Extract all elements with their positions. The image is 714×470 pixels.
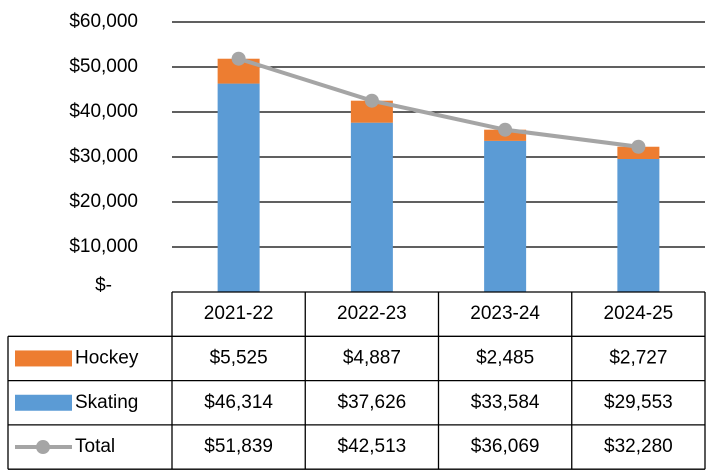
x-tick-label: 2024-25	[604, 303, 674, 324]
table-value: $32,280	[604, 436, 673, 457]
legend-key	[15, 394, 72, 411]
y-tick-label: $10,000	[69, 236, 138, 257]
table-value: $4,887	[343, 347, 401, 368]
legend-label: Hockey	[75, 347, 139, 368]
table-value: $5,525	[210, 347, 268, 368]
bar	[350, 122, 393, 292]
line-marker	[231, 51, 246, 66]
line	[238, 56, 639, 149]
table-value: $46,314	[204, 392, 273, 413]
y-tick-label: $50,000	[69, 56, 138, 77]
table-value: $42,513	[338, 436, 407, 457]
table-value: $33,584	[471, 392, 540, 413]
table-value: $29,553	[604, 392, 673, 413]
bar	[217, 83, 260, 292]
x-tick-label: 2023-24	[470, 303, 540, 324]
legend-key	[15, 350, 72, 367]
y-tick-label: $30,000	[69, 146, 138, 167]
bar	[617, 159, 660, 292]
x-tick-label: 2022-23	[337, 303, 407, 324]
y-tick-label: $40,000	[69, 101, 138, 122]
legend-key	[36, 440, 50, 455]
table-value: $36,069	[471, 436, 540, 457]
table-value: $2,485	[476, 347, 534, 368]
y-tick-label: $20,000	[69, 191, 138, 212]
x-tick-label: 2021-22	[204, 303, 274, 324]
legend-label: Total	[75, 436, 115, 457]
line-marker	[631, 139, 646, 154]
bar	[484, 140, 527, 292]
table-value: $2,727	[609, 347, 667, 368]
table-value: $37,626	[338, 392, 407, 413]
table-value: $51,839	[204, 436, 273, 457]
line-marker	[364, 93, 379, 108]
y-tick-label: $60,000	[69, 11, 138, 32]
y-tick-label: $-	[95, 275, 112, 296]
legend-label: Skating	[75, 392, 138, 413]
line-marker	[498, 122, 513, 137]
bar	[350, 100, 393, 123]
